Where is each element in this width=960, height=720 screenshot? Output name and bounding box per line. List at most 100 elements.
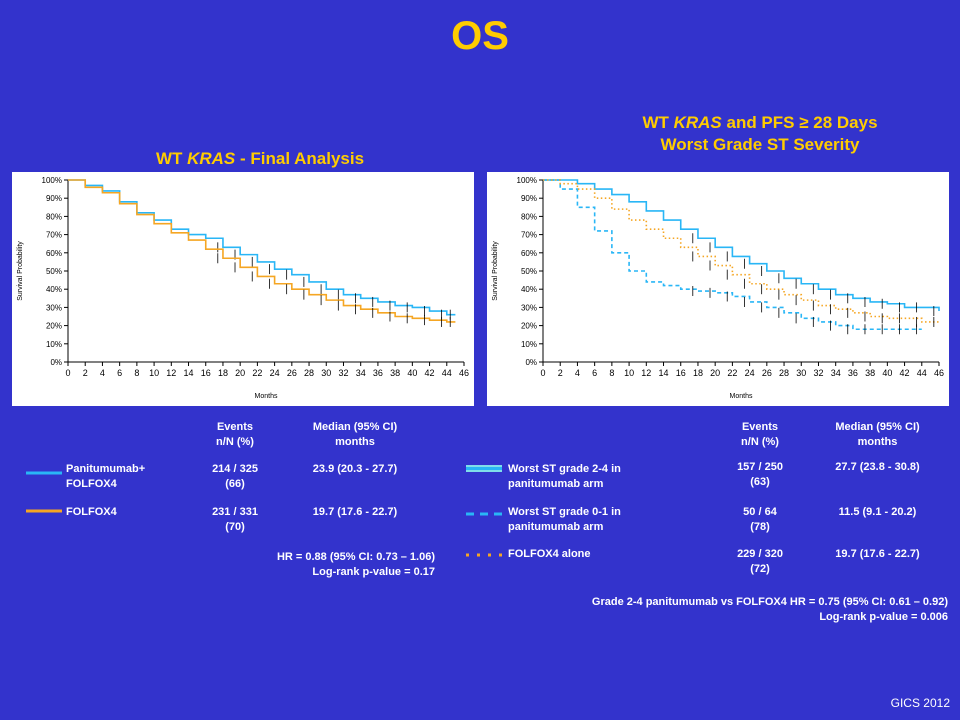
x-tick-label: 22 — [727, 368, 737, 378]
right-row-label-grade01: Worst ST grade 0-1 in panitumumab arm — [508, 506, 621, 533]
y-tick-label: 100% — [517, 176, 537, 185]
x-tick-label: 8 — [134, 368, 139, 378]
x-tick-label: 26 — [287, 368, 297, 378]
x-tick-label: 6 — [592, 368, 597, 378]
x-tick-label: 12 — [166, 368, 176, 378]
y-tick-label: 20% — [46, 322, 62, 331]
x-tick-label: 16 — [676, 368, 686, 378]
x-tick-label: 30 — [321, 368, 331, 378]
y-tick-label: 100% — [42, 176, 62, 185]
x-tick-label: 2 — [558, 368, 563, 378]
y-tick-label: 70% — [521, 231, 537, 240]
x-axis-label: Months — [730, 393, 753, 400]
x-tick-label: 0 — [65, 368, 70, 378]
left-row-label-folfox4: FOLFOX4 — [66, 506, 117, 518]
right-legend-line-grade01 — [466, 512, 502, 516]
x-tick-label: 12 — [641, 368, 651, 378]
x-tick-label: 28 — [304, 368, 314, 378]
x-tick-label: 38 — [865, 368, 875, 378]
right-row-label-folfox4: FOLFOX4 alone — [508, 548, 591, 560]
right-row-events-grade24: 157 / 250 (63) — [737, 461, 783, 488]
left-row-median-folfox4: 19.7 (17.6 - 22.7) — [312, 506, 398, 518]
x-tick-label: 40 — [407, 368, 417, 378]
x-tick-label: 4 — [100, 368, 105, 378]
x-tick-label: 16 — [201, 368, 211, 378]
y-tick-label: 10% — [46, 340, 62, 349]
x-tick-label: 46 — [934, 368, 944, 378]
y-tick-label: 10% — [521, 340, 537, 349]
x-tick-label: 34 — [831, 368, 841, 378]
x-tick-label: 32 — [813, 368, 823, 378]
x-tick-label: 2 — [83, 368, 88, 378]
x-tick-label: 46 — [459, 368, 469, 378]
x-tick-label: 18 — [693, 368, 703, 378]
right-hr-footnote: Grade 2-4 panitumumab vs FOLFOX4 HR = 0.… — [591, 596, 948, 623]
right-legend-line-folfox4 — [466, 553, 502, 557]
survival-curve-1 — [543, 179, 922, 331]
x-tick-label: 38 — [390, 368, 400, 378]
survival-curve-2 — [543, 179, 939, 323]
x-tick-label: 22 — [252, 368, 262, 378]
left-row-events-folfox4: 231 / 331 (70) — [212, 506, 258, 533]
y-tick-label: 20% — [521, 322, 537, 331]
x-tick-label: 28 — [779, 368, 789, 378]
right-row-median-grade01: 11.5 (9.1 - 20.2) — [838, 506, 917, 518]
y-tick-label: 50% — [521, 267, 537, 276]
left-survival-chart: 0%10%20%30%40%50%60%70%80%90%100%0 2 4 6 8 10… — [12, 172, 474, 406]
x-tick-label: 44 — [442, 368, 452, 378]
x-tick-label: 8 — [609, 368, 614, 378]
x-tick-label: 20 — [235, 368, 245, 378]
right-row-events-folfox4: 229 / 320 (72) — [737, 548, 783, 575]
y-tick-label: 0% — [525, 358, 537, 367]
y-tick-label: 80% — [521, 212, 537, 221]
left-chart-title: WT KRAS - Final Analysis — [155, 149, 365, 168]
right-row-label-grade24: Worst ST grade 2-4 in panitumumab arm — [508, 463, 621, 490]
x-tick-label: 26 — [762, 368, 772, 378]
y-tick-label: 90% — [46, 194, 62, 203]
survival-curve-0 — [68, 179, 456, 316]
y-tick-label: 50% — [46, 267, 62, 276]
x-tick-label: 10 — [149, 368, 159, 378]
x-tick-label: 6 — [117, 368, 122, 378]
x-tick-label: 32 — [338, 368, 348, 378]
y-tick-label: 30% — [46, 303, 62, 312]
right-row-median-grade24: 27.7 (23.8 - 30.8) — [835, 461, 920, 473]
x-tick-label: 0 — [540, 368, 545, 378]
slide-title: OS — [451, 14, 509, 58]
left-header-events: Events n/N (%) — [216, 421, 254, 448]
right-survival-chart: 0%10%20%30%40%50%60%70%80%90%100%0 2 4 6 8 10… — [487, 172, 949, 406]
y-tick-label: 80% — [46, 212, 62, 221]
y-tick-label: 60% — [521, 249, 537, 258]
x-tick-label: 18 — [218, 368, 228, 378]
y-tick-label: 0% — [50, 358, 62, 367]
right-row-events-grade01: 50 / 64 (78) — [743, 506, 777, 533]
x-tick-label: 20 — [710, 368, 720, 378]
left-hr-footnote: HR = 0.88 (95% CI: 0.73 – 1.06) Log-rank… — [276, 551, 435, 578]
y-axis-label: Survival Probability — [492, 241, 499, 301]
right-legend-line-grade24 — [466, 465, 502, 472]
x-tick-label: 24 — [745, 368, 755, 378]
left-row-label-panitumumab: Panitumumab+ FOLFOX4 — [66, 463, 146, 490]
left-header-median: Median (95% CI) months — [312, 421, 398, 448]
y-tick-label: 30% — [521, 303, 537, 312]
survival-curve-1 — [68, 179, 456, 323]
x-tick-label: 30 — [796, 368, 806, 378]
left-row-events-panitumumab: 214 / 325 (66) — [212, 463, 258, 490]
y-tick-label: 70% — [46, 231, 62, 240]
right-header-median: Median (95% CI) months — [835, 421, 920, 448]
y-axis-label: Survival Probability — [17, 241, 24, 301]
x-tick-label: 24 — [270, 368, 280, 378]
x-tick-label: 42 — [900, 368, 910, 378]
left-legend-line-panitumumab — [26, 471, 62, 475]
x-tick-label: 14 — [184, 368, 194, 378]
y-tick-label: 90% — [521, 194, 537, 203]
x-axis-label: Months — [255, 393, 278, 400]
x-tick-label: 40 — [882, 368, 892, 378]
footer-credit: GICS 2012 — [890, 696, 950, 710]
survival-curve-0 — [543, 179, 940, 312]
x-tick-label: 42 — [425, 368, 435, 378]
x-tick-label: 4 — [575, 368, 580, 378]
left-row-median-panitumumab: 23.9 (20.3 - 27.7) — [312, 463, 398, 475]
x-tick-label: 36 — [373, 368, 383, 378]
x-tick-label: 14 — [659, 368, 669, 378]
